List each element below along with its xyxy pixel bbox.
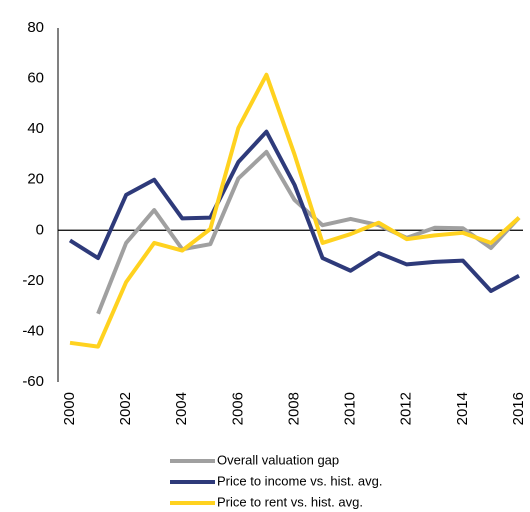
x-tick-label: 2016	[510, 392, 527, 425]
x-tick-label: 2004	[173, 392, 190, 425]
y-tick-label: 60	[27, 70, 44, 87]
x-tick-label: 2014	[454, 392, 471, 425]
x-tick-label: 2000	[61, 392, 78, 425]
x-tick-label: 2010	[342, 392, 359, 425]
y-tick-label: 40	[27, 120, 44, 137]
y-tick-label: -40	[22, 322, 44, 339]
y-tick-label: 80	[27, 19, 44, 36]
x-tick-label: 2002	[117, 392, 134, 425]
y-tick-label: 0	[36, 221, 44, 238]
series-line	[96, 149, 521, 315]
legend-label: Price to income vs. hist. avg.	[217, 473, 382, 488]
x-tick-label: 2012	[398, 392, 415, 425]
legend-label: Price to rent vs. hist. avg.	[217, 494, 363, 509]
y-tick-label: -60	[22, 373, 44, 390]
series-line	[69, 72, 521, 349]
legend-label: Overall valuation gap	[217, 452, 339, 467]
y-tick-label: 20	[27, 171, 44, 188]
legend: Overall valuation gap Price to income vs.…	[170, 452, 382, 509]
x-tick-label: 2006	[229, 392, 246, 425]
series-line	[68, 129, 520, 293]
x-tick-label: 2008	[285, 392, 302, 425]
y-tick-label: -20	[22, 272, 44, 289]
